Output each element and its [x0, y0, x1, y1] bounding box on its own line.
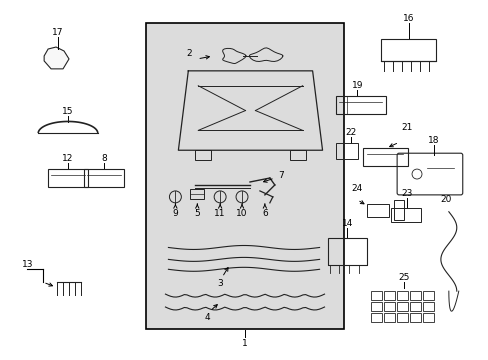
- Text: 17: 17: [52, 28, 64, 37]
- Bar: [396, 302, 407, 311]
- Bar: [409, 313, 420, 322]
- Text: 16: 16: [403, 14, 414, 23]
- Bar: [195, 150, 211, 160]
- Bar: [370, 302, 382, 311]
- Text: 14: 14: [341, 219, 352, 228]
- Text: 18: 18: [427, 136, 439, 145]
- Bar: [370, 313, 382, 322]
- Bar: [422, 291, 433, 300]
- Text: 4: 4: [204, 313, 210, 322]
- Text: 10: 10: [236, 209, 247, 218]
- Bar: [384, 302, 394, 311]
- Text: 12: 12: [62, 154, 74, 163]
- Text: 24: 24: [351, 184, 362, 193]
- Bar: [393, 200, 403, 220]
- Bar: [48, 169, 88, 187]
- Bar: [84, 169, 123, 187]
- Bar: [396, 291, 407, 300]
- Text: 9: 9: [172, 209, 178, 218]
- Text: 21: 21: [401, 123, 412, 132]
- Bar: [145, 23, 344, 329]
- Bar: [396, 313, 407, 322]
- Text: 13: 13: [21, 260, 33, 269]
- Text: 22: 22: [345, 128, 356, 137]
- Text: 2: 2: [186, 49, 192, 58]
- Text: 1: 1: [242, 339, 247, 348]
- Bar: [409, 302, 420, 311]
- Text: 8: 8: [101, 154, 106, 163]
- Bar: [422, 302, 433, 311]
- Text: 6: 6: [262, 209, 267, 218]
- Polygon shape: [44, 47, 69, 69]
- Bar: [363, 148, 407, 166]
- Bar: [190, 189, 204, 199]
- Text: 11: 11: [214, 209, 225, 218]
- Bar: [366, 204, 388, 217]
- Text: 23: 23: [401, 189, 412, 198]
- Bar: [384, 313, 394, 322]
- Bar: [289, 150, 305, 160]
- Bar: [381, 39, 435, 61]
- Bar: [336, 96, 386, 113]
- Bar: [390, 208, 420, 222]
- Text: 15: 15: [62, 107, 74, 116]
- Bar: [384, 291, 394, 300]
- Text: 25: 25: [398, 273, 409, 282]
- Bar: [370, 291, 382, 300]
- Bar: [327, 238, 366, 265]
- Text: 3: 3: [217, 279, 223, 288]
- Text: 20: 20: [439, 195, 450, 204]
- Bar: [336, 143, 358, 159]
- Bar: [422, 313, 433, 322]
- Bar: [409, 291, 420, 300]
- Text: 5: 5: [194, 209, 200, 218]
- Text: 7: 7: [277, 171, 283, 180]
- Text: 19: 19: [351, 81, 363, 90]
